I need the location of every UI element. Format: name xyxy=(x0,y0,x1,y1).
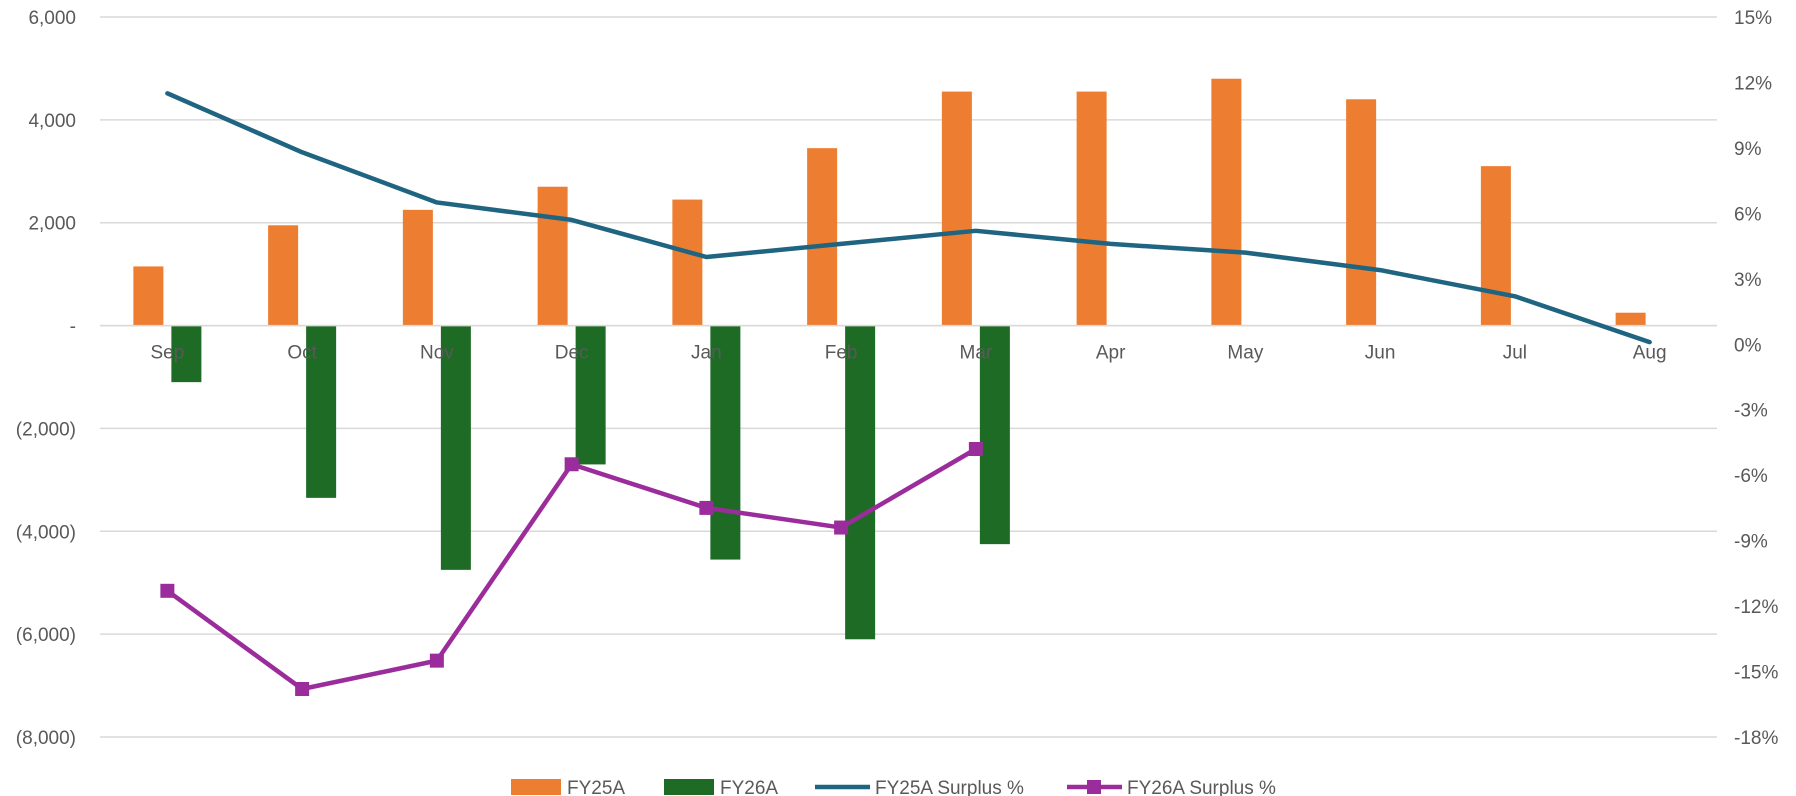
line-marker xyxy=(160,583,175,598)
legend-swatch xyxy=(664,779,714,795)
legend-label: FY25A Surplus % xyxy=(875,778,1024,796)
line-marker xyxy=(429,653,444,668)
legend-item: FY26A Surplus % xyxy=(1067,778,1276,796)
line-marker xyxy=(564,457,579,472)
gridlines xyxy=(100,16,1717,738)
x-tick-label: Nov xyxy=(420,343,454,364)
line-fy25a-surplus- xyxy=(165,91,1652,345)
bar-fy26a-sep xyxy=(171,325,202,383)
line-series xyxy=(160,91,1652,696)
left-tick-label: 4,000 xyxy=(28,111,76,132)
bar-fy25a-sep xyxy=(133,266,164,326)
x-tick-label: Sep xyxy=(150,343,184,364)
x-tick-label: Jun xyxy=(1365,343,1396,364)
right-tick-label: 9% xyxy=(1734,139,1762,160)
bar-fy25a-dec xyxy=(537,186,568,326)
left-tick-label: (8,000) xyxy=(16,728,76,749)
x-tick-label: Oct xyxy=(287,343,317,364)
legend-label: FY26A xyxy=(720,778,778,796)
bar-fy26a-feb xyxy=(845,325,876,640)
bar-fy26a-jan xyxy=(710,325,741,560)
legend-item: FY26A xyxy=(664,778,778,796)
bar-fy25a-nov xyxy=(402,209,433,326)
left-tick-label: - xyxy=(70,317,76,338)
line-marker xyxy=(699,500,714,515)
bar-fy25a-apr xyxy=(1076,91,1107,326)
bar-fy25a-mar xyxy=(941,91,972,326)
legend-label: FY25A xyxy=(567,778,625,796)
right-tick-label: 6% xyxy=(1734,204,1762,225)
bar-fy25a-oct xyxy=(268,225,299,326)
x-tick-label: Aug xyxy=(1633,343,1667,364)
right-tick-label: 12% xyxy=(1734,73,1772,94)
bar-fy25a-aug xyxy=(1615,312,1646,326)
bar-fy25a-jun xyxy=(1346,99,1377,326)
x-tick-label: Jul xyxy=(1503,343,1527,364)
legend-swatch xyxy=(511,779,561,795)
bar-fy25a-feb xyxy=(807,148,838,326)
right-axis-ticks: 15% 12% 9% 6% 3% 0% -3% -6% -9% -12% -15% -18% xyxy=(1734,8,1778,749)
bar-fy25a-jul xyxy=(1480,166,1511,326)
x-tick-label: Apr xyxy=(1096,343,1126,364)
left-tick-label: (4,000) xyxy=(16,522,76,543)
right-tick-label: -12% xyxy=(1734,597,1778,618)
right-tick-label: -9% xyxy=(1734,532,1768,553)
legend-item: FY25A xyxy=(511,778,625,796)
left-tick-label: (2,000) xyxy=(16,419,76,440)
line-marker xyxy=(295,682,310,696)
left-tick-label: 6,000 xyxy=(28,8,76,29)
right-tick-label: -18% xyxy=(1734,728,1778,749)
bar-fy26a-dec xyxy=(575,325,606,465)
left-tick-label: (6,000) xyxy=(16,625,76,646)
x-tick-label: Dec xyxy=(555,343,589,364)
bar-fy26a-oct xyxy=(306,325,337,498)
right-tick-label: -15% xyxy=(1734,663,1778,684)
right-tick-label: 0% xyxy=(1734,335,1762,356)
right-tick-label: -3% xyxy=(1734,401,1768,422)
left-tick-label: 2,000 xyxy=(28,214,76,235)
right-tick-label: -6% xyxy=(1734,466,1768,487)
line-marker xyxy=(968,442,983,456)
x-tick-label: Jan xyxy=(691,343,722,364)
legend-item: FY25A Surplus % xyxy=(815,778,1024,796)
right-tick-label: 15% xyxy=(1734,8,1772,29)
bar-fy26a-nov xyxy=(440,325,471,570)
bar-fy26a-mar xyxy=(979,325,1010,545)
legend: FY25A FY26A FY25A Surplus % FY26A Surplus % xyxy=(511,778,1276,796)
x-axis-ticks: Sep Oct Nov Dec Jan Feb Mar Apr May Jun Jul Aug xyxy=(150,343,1666,364)
x-tick-label: Feb xyxy=(825,343,858,364)
bar-fy25a-may xyxy=(1211,78,1242,326)
x-tick-label: Mar xyxy=(960,343,993,364)
line-marker xyxy=(834,520,849,535)
bar-fy25a-jan xyxy=(672,199,703,326)
bar-series xyxy=(133,78,1646,640)
right-tick-label: 3% xyxy=(1734,270,1762,291)
x-tick-label: May xyxy=(1227,343,1263,364)
legend-marker xyxy=(1087,780,1101,794)
legend-label: FY26A Surplus % xyxy=(1127,778,1276,796)
left-axis-ticks: 6,000 4,000 2,000 - (2,000) (4,000) (6,000) (8,… xyxy=(16,8,76,749)
